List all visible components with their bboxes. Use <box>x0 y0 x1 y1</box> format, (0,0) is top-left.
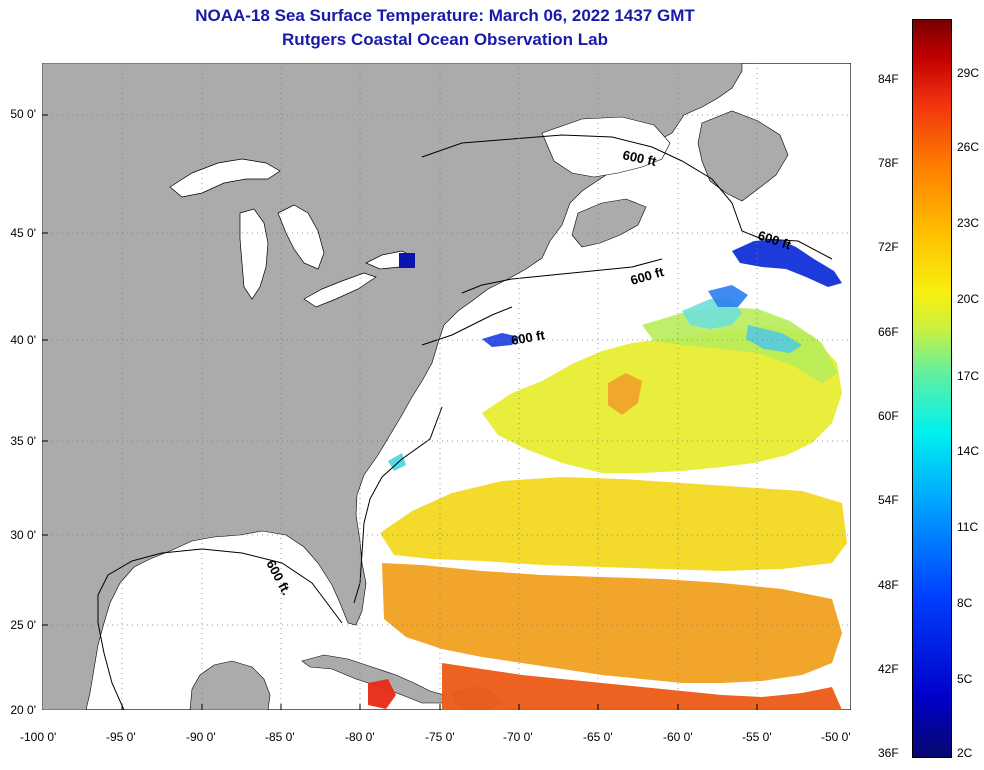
colorbar-f-42: 42F <box>878 662 899 676</box>
lake-michigan <box>239 208 269 300</box>
axis-ticks <box>42 114 758 710</box>
sst-patch-orange-south <box>382 563 842 683</box>
sst-patch-green-north <box>642 307 838 383</box>
sst-patch-red-caribbean <box>368 679 396 709</box>
colorbar-c-29: 29C <box>957 66 980 80</box>
lake-huron <box>277 204 325 270</box>
sst-patch-blue-mid <box>708 285 748 307</box>
lon-label-60: -60 0' <box>663 730 693 744</box>
lon-label-95: -95 0' <box>106 730 136 744</box>
colorbar-c-5: 5C <box>957 672 973 686</box>
lon-label-75: -75 0' <box>425 730 455 744</box>
colorbar-c-26: 26C <box>957 140 980 154</box>
sst-map: 600 ft 600 ft 600 ft 600 ft 600 ft. <box>42 63 851 710</box>
sst-patch-cyan-east <box>746 325 802 353</box>
land-newfoundland <box>697 110 789 202</box>
colorbar-f-84: 84F <box>878 72 899 86</box>
colorbar-f-48: 48F <box>878 578 899 592</box>
isobath-label-gulf-st-lawrence: 600 ft <box>621 147 658 169</box>
lon-label-65: -65 0' <box>583 730 613 744</box>
sst-patch-blue-ne <box>732 239 842 287</box>
colorbar-f-78: 78F <box>878 156 899 170</box>
lake-erie <box>303 272 377 308</box>
sst-patch-yellow-south <box>380 477 847 571</box>
lon-label-70: -70 0' <box>503 730 533 744</box>
colorbar-f-60: 60F <box>878 409 899 423</box>
colorbar-c-20: 20C <box>957 292 980 306</box>
lon-label-85: -85 0' <box>265 730 295 744</box>
lat-label-45: 45 0' <box>10 226 36 240</box>
land-yucatan <box>189 660 271 710</box>
lon-label-90: -90 0' <box>186 730 216 744</box>
lat-label-35: 35 0' <box>10 434 36 448</box>
gulf-of-st-lawrence <box>541 116 671 178</box>
lon-label-100: -100 0' <box>20 730 57 744</box>
lat-label-25: 25 0' <box>10 618 36 632</box>
temperature-colorbar <box>912 19 952 758</box>
lon-label-50: -50 0' <box>821 730 851 744</box>
sst-data <box>368 239 847 710</box>
colorbar-c-8: 8C <box>957 596 973 610</box>
sst-patch-yellow-central <box>482 325 842 473</box>
lat-label-20: 20 0' <box>10 703 36 717</box>
sst-patch-red-south <box>442 663 842 710</box>
lake-ontario-sst-patch <box>399 253 415 268</box>
sst-patch-orange-gulfstream <box>608 373 642 415</box>
colorbar-f-72: 72F <box>878 240 899 254</box>
colorbar-c-14: 14C <box>957 444 980 458</box>
land-nova-scotia <box>571 198 647 248</box>
colorbar-f-54: 54F <box>878 493 899 507</box>
lon-label-80: -80 0' <box>345 730 375 744</box>
title-line-1: NOAA-18 Sea Surface Temperature: March 0… <box>195 6 695 25</box>
colorbar-f-66: 66F <box>878 325 899 339</box>
colorbar-c-2: 2C <box>957 746 973 760</box>
colorbar-c-23: 23C <box>957 216 980 230</box>
isobath-line <box>97 134 833 710</box>
isobath-label-mid-atlantic: 600 ft <box>510 327 547 348</box>
colorbar-f-36: 36F <box>878 746 899 760</box>
colorbar-c-17: 17C <box>957 369 980 383</box>
sst-patch-cyan-hatteras <box>388 453 406 471</box>
colorbar-c-11: 11C <box>957 520 979 534</box>
sst-patch-blue-shelf <box>482 333 520 347</box>
title-line-2: Rutgers Coastal Ocean Observation Lab <box>282 30 608 49</box>
lat-label-50: 50 0' <box>10 107 36 121</box>
lake-superior <box>169 158 281 198</box>
lat-label-30: 30 0' <box>10 528 36 542</box>
lon-label-55: -55 0' <box>742 730 772 744</box>
lat-label-40: 40 0' <box>10 333 36 347</box>
